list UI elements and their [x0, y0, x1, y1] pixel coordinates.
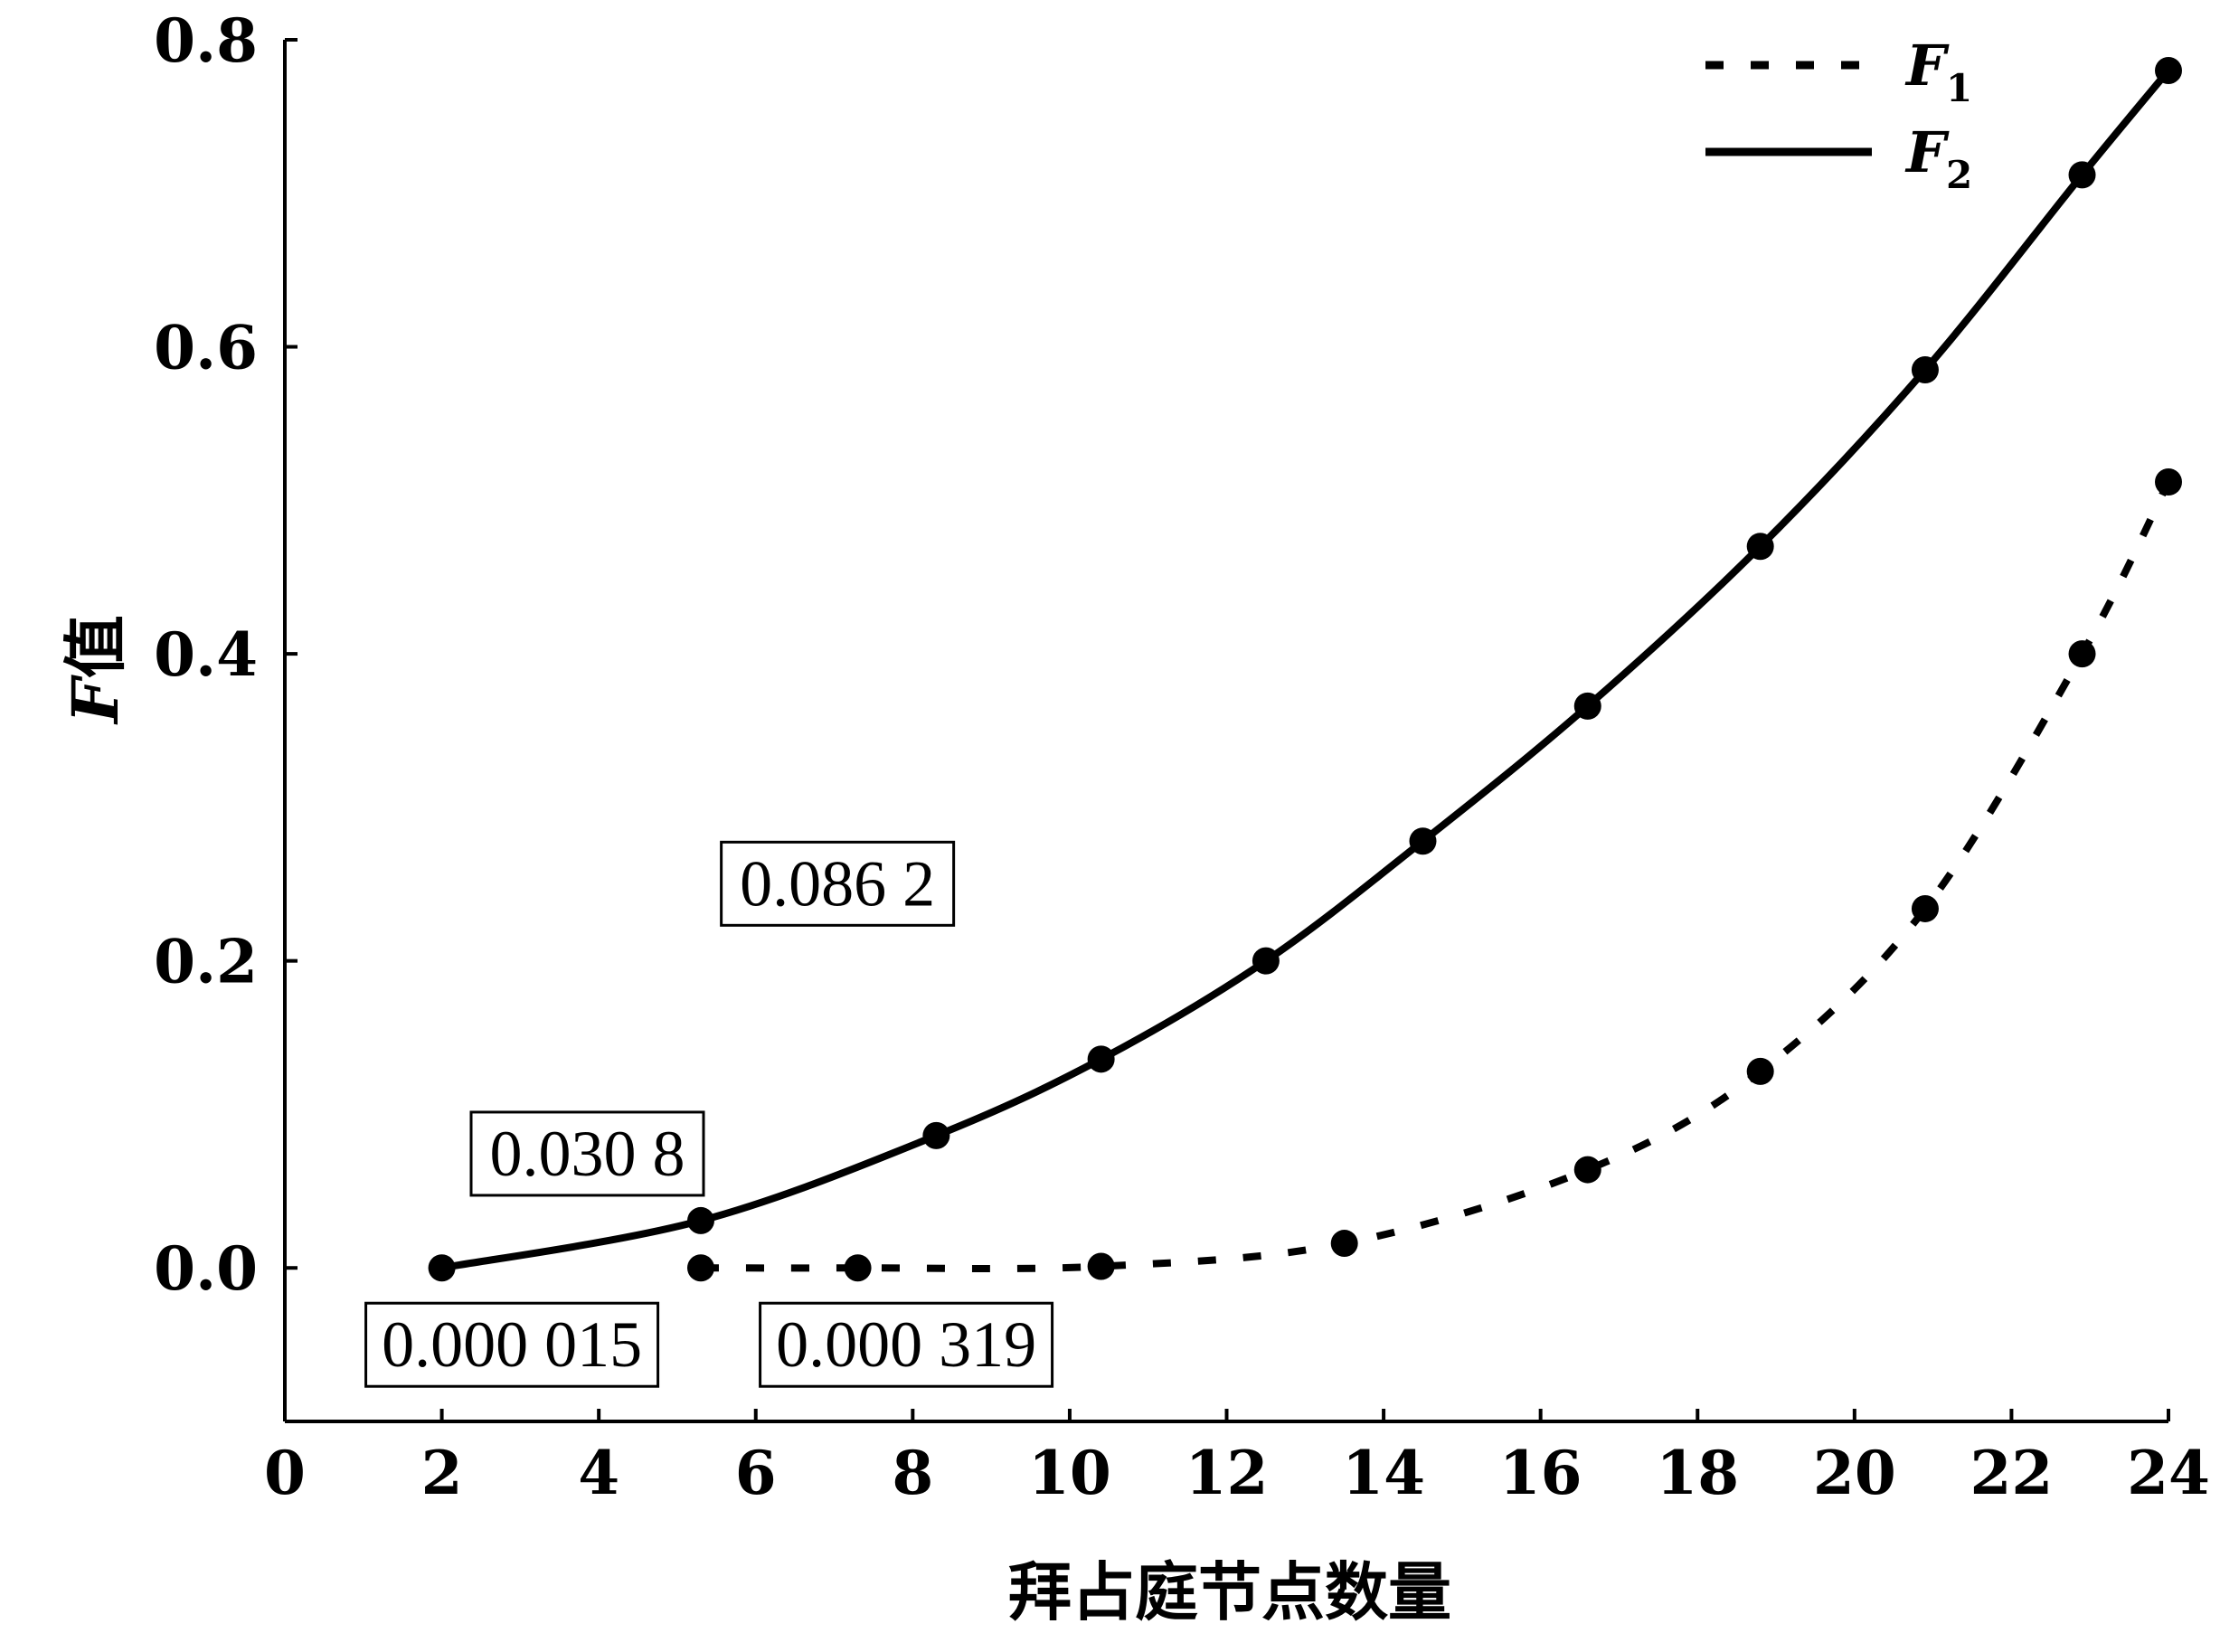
series-F1-point	[1746, 1057, 1774, 1085]
x-tick-label: 6	[735, 1438, 777, 1508]
x-tick-label: 8	[892, 1438, 933, 1508]
data-annotation: 0.000 015	[364, 1301, 660, 1388]
series-layer	[428, 56, 2182, 1282]
series-F1-point	[1911, 894, 1939, 922]
y-tick-label: 0.4	[154, 619, 258, 690]
x-tick-label: 22	[1970, 1438, 2053, 1508]
data-annotation: 0.000 319	[759, 1301, 1054, 1388]
svg-text:F值: F值	[58, 615, 133, 725]
series-F1-point	[686, 1254, 714, 1282]
annotation-label: 0.000 015	[382, 1308, 642, 1381]
y-tick-label: 0.2	[154, 927, 258, 997]
x-tick-label: 4	[578, 1438, 619, 1508]
annotation-box	[720, 840, 956, 927]
legend-entry-F2: F2	[1705, 119, 1972, 197]
annotation-box	[759, 1301, 1054, 1388]
series-F1-point	[1573, 1156, 1601, 1184]
legend-label: F2	[1904, 119, 1972, 197]
series-F2-point	[2155, 56, 2182, 84]
x-tick-label: 14	[1342, 1438, 1425, 1508]
series-F2-point	[1911, 356, 1939, 384]
legend-entry-F1: F1	[1705, 33, 1972, 110]
series-F2-point	[428, 1254, 456, 1282]
annotation-box	[364, 1301, 660, 1388]
x-tick-label: 16	[1499, 1438, 1582, 1508]
legend-label: F1	[1904, 33, 1972, 110]
y-axis-title-suffix: 值	[58, 615, 133, 678]
data-annotation: 0.030 8	[469, 1110, 705, 1197]
x-tick-label: 24	[2127, 1438, 2210, 1508]
series-F2-point	[922, 1121, 950, 1149]
y-tick-label: 0.8	[154, 5, 258, 76]
x-tick-label: 18	[1656, 1438, 1739, 1508]
annotation-label: 0.000 319	[776, 1308, 1036, 1381]
y-axis-title: F值	[58, 615, 133, 725]
x-tick-label: 0	[264, 1438, 306, 1508]
axes: 0 2 4 6 8 10 12 14 16 18 20 22 240.00.20.40.60.8	[154, 5, 2210, 1508]
x-tick-label: 12	[1186, 1438, 1269, 1508]
series-F1-point	[844, 1254, 872, 1282]
series-F2-point	[1087, 1045, 1115, 1073]
annotation-label: 0.030 8	[489, 1118, 685, 1190]
series-F1-point	[2155, 467, 2182, 496]
series-F1-point	[1330, 1230, 1358, 1258]
y-tick-label: 0.6	[154, 313, 258, 383]
series-F2-point	[2068, 161, 2096, 189]
x-tick-label: 20	[1813, 1438, 1896, 1508]
annotation-box	[469, 1110, 705, 1197]
series-F2	[428, 56, 2182, 1282]
y-axis-title-prefix: F	[58, 675, 133, 725]
x-tick-label: 10	[1028, 1438, 1111, 1508]
series-F2-point	[1252, 947, 1280, 975]
annotation-layer: 0.086 2 0.030 8 0.000 015 0.000 319	[364, 840, 1054, 1388]
series-F1-point	[2068, 640, 2096, 668]
x-tick-label: 2	[421, 1438, 463, 1508]
series-F2-line	[440, 68, 2172, 1272]
annotation-label: 0.086 2	[740, 847, 935, 920]
series-F2-point	[1409, 827, 1437, 855]
x-axis-title: 拜占庭节点数量	[1008, 1554, 1451, 1629]
series-F2-point	[1746, 533, 1774, 561]
series-F2-point	[1573, 692, 1601, 720]
y-tick-label: 0.0	[154, 1233, 258, 1304]
series-F1	[686, 467, 2182, 1282]
series-F1-point	[1087, 1252, 1115, 1280]
series-F2-point	[686, 1206, 714, 1234]
data-annotation: 0.086 2	[720, 840, 956, 927]
